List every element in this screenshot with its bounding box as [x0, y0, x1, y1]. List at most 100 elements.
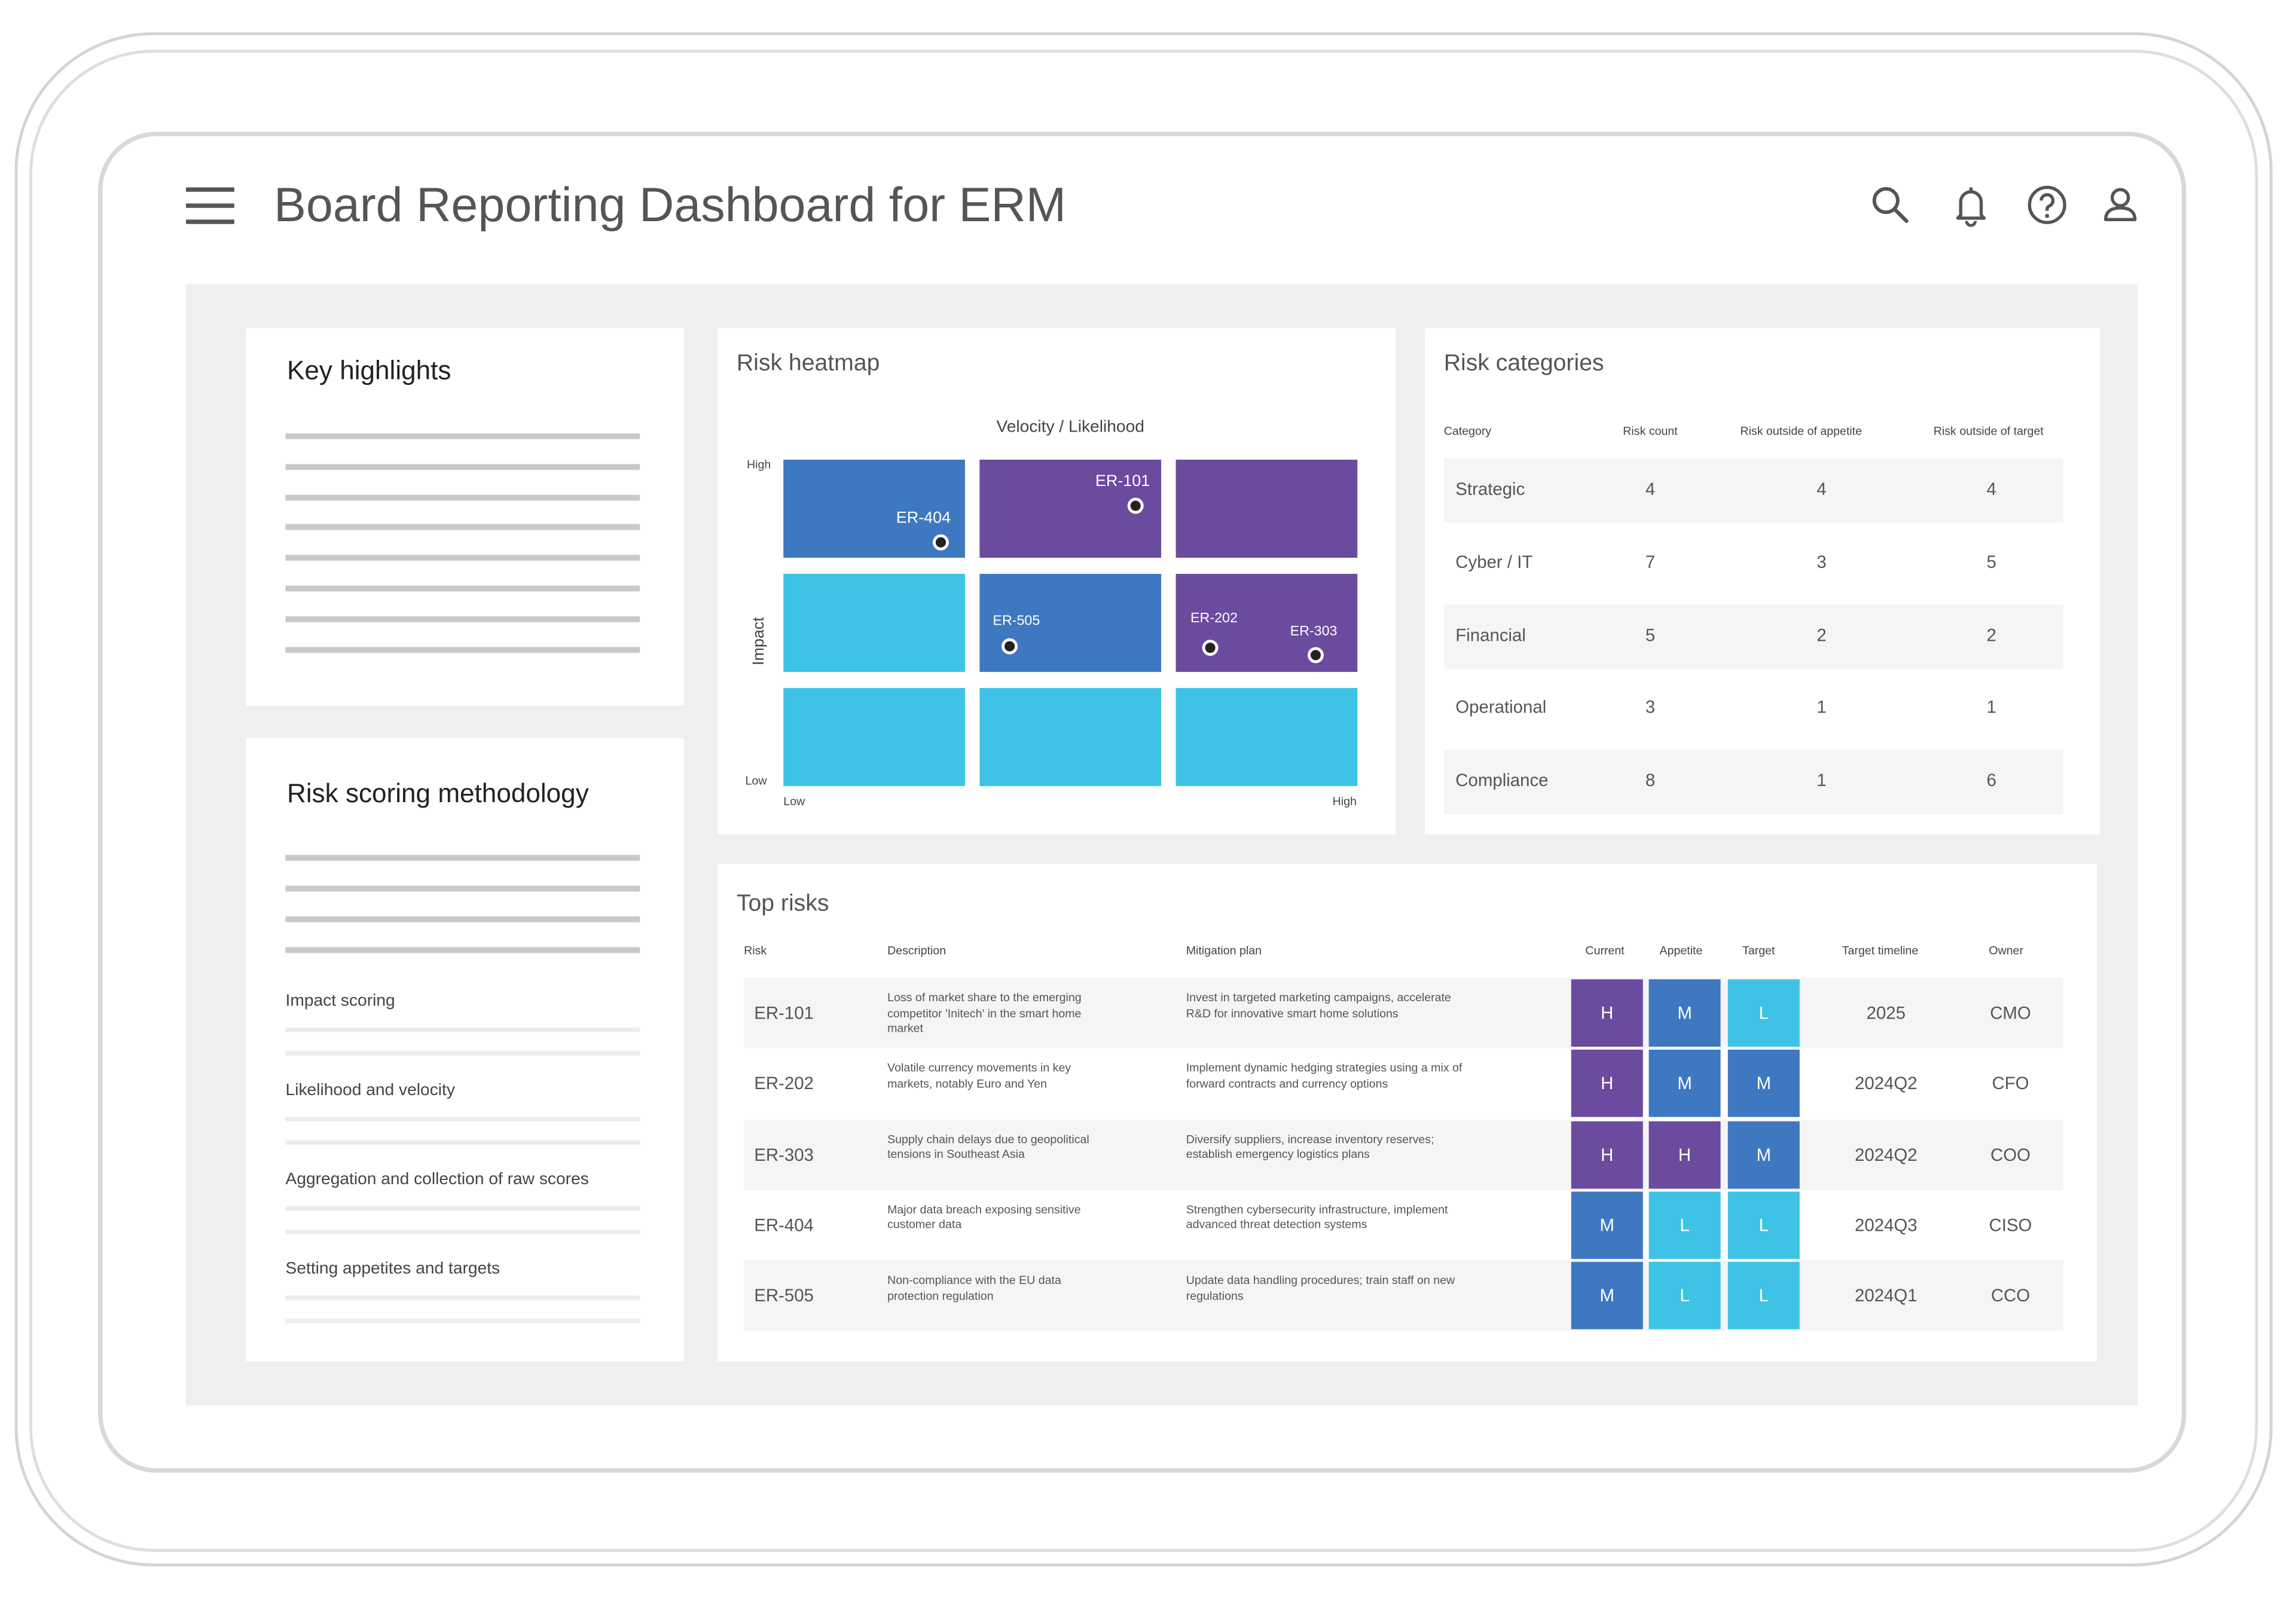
heatmap-cell[interactable]	[1176, 574, 1358, 672]
top-risks-header: Mitigation plan	[1186, 944, 1262, 958]
category-value: 7	[1645, 551, 1656, 573]
risk-id[interactable]: ER-101	[754, 1002, 814, 1023]
placeholder-line	[285, 885, 640, 892]
placeholder-line	[285, 1117, 640, 1121]
category-name: Strategic	[1455, 478, 1525, 500]
top-risk-row	[744, 1261, 2063, 1331]
heatmap-cell[interactable]	[783, 574, 965, 672]
top-risks-header: Target	[1742, 944, 1775, 958]
placeholder-line	[285, 1140, 640, 1145]
risk-categories-title: Risk categories	[1443, 351, 1604, 377]
user-icon[interactable]	[2098, 183, 2142, 227]
risk-description: Major data breach exposing sensitive cus…	[887, 1203, 1081, 1232]
top-risks-header: Owner	[1989, 944, 2023, 958]
category-value: 3	[1816, 551, 1827, 573]
placeholder-line	[285, 1295, 640, 1300]
risk-owner: CCO	[1990, 1285, 2031, 1306]
key-highlights-card	[246, 328, 684, 706]
category-row	[1443, 604, 2063, 669]
top-risks-header: Risk	[744, 944, 767, 958]
heatmap-x-title: Velocity / Likelihood	[996, 418, 1144, 436]
heatmap-cell[interactable]	[1176, 459, 1358, 558]
category-header: Category	[1443, 424, 1492, 438]
menu-icon[interactable]	[186, 187, 234, 236]
risk-mitigation: Strengthen cybersecurity infrastructure,…	[1186, 1203, 1448, 1232]
placeholder-line	[285, 555, 640, 561]
category-value: 5	[1986, 551, 1996, 573]
rating-target: M	[1727, 1050, 1800, 1118]
rating-target: L	[1727, 1262, 1800, 1330]
placeholder-line	[285, 1051, 640, 1056]
key-highlights-title: Key highlights	[287, 356, 451, 386]
heatmap-cell[interactable]	[783, 688, 965, 787]
risk-timeline: 2025	[1866, 1002, 1906, 1023]
top-risks-header: Description	[887, 944, 947, 958]
placeholder-line	[285, 1206, 640, 1211]
risk-mitigation: Update data handling procedures; train s…	[1186, 1274, 1455, 1303]
rating-target: L	[1727, 979, 1800, 1047]
placeholder-line	[285, 916, 640, 922]
category-value: 4	[1645, 478, 1656, 500]
category-value: 1	[1986, 697, 1996, 718]
risk-description: Loss of market share to the emerging com…	[887, 990, 1082, 1035]
category-value: 3	[1645, 697, 1656, 718]
risk-mitigation: Diversify suppliers, increase inventory …	[1186, 1132, 1434, 1161]
top-risks-header: Appetite	[1659, 944, 1703, 958]
placeholder-line	[285, 524, 640, 530]
heatmap-cell[interactable]	[979, 688, 1162, 787]
category-value: 2	[1986, 624, 1996, 646]
help-icon[interactable]	[2025, 183, 2069, 227]
top-risks-title: Top risks	[736, 891, 829, 917]
risk-timeline: 2024Q3	[1855, 1215, 1918, 1236]
category-value: 4	[1986, 478, 1996, 500]
risk-owner: CISO	[1989, 1215, 2032, 1236]
category-value: 6	[1986, 770, 1996, 791]
heatmap-x-low: Low	[783, 794, 805, 808]
heatmap-x-high: High	[1332, 794, 1357, 808]
category-name: Financial	[1455, 624, 1526, 646]
page-title: Board Reporting Dashboard for ERM	[273, 177, 1067, 231]
placeholder-line	[285, 1230, 640, 1234]
heatmap-cell[interactable]	[1176, 688, 1358, 787]
top-risk-row	[744, 1119, 2063, 1190]
placeholder-line	[285, 1319, 640, 1323]
placeholder-line	[285, 585, 640, 592]
risk-id[interactable]: ER-404	[754, 1215, 814, 1236]
risk-owner: CMO	[1990, 1002, 2031, 1023]
top-risks-header: Current	[1585, 944, 1625, 958]
methodology-card	[246, 738, 684, 1362]
methodology-title: Risk scoring methodology	[287, 778, 589, 808]
search-icon[interactable]	[1868, 183, 1912, 227]
rating-appetite: M	[1648, 1050, 1721, 1118]
placeholder-line	[285, 464, 640, 470]
bell-icon[interactable]	[1949, 183, 1993, 227]
heatmap-marker-dot[interactable]	[932, 533, 948, 550]
methodology-section[interactable]: Impact scoring	[285, 992, 395, 1010]
heatmap-marker-dot[interactable]	[1306, 646, 1323, 663]
category-row	[1443, 458, 2063, 523]
risk-id[interactable]: ER-303	[754, 1144, 814, 1165]
risk-id[interactable]: ER-505	[754, 1285, 814, 1306]
rating-appetite: L	[1648, 1262, 1721, 1330]
heatmap-marker-label: ER-303	[1290, 623, 1338, 640]
heatmap-marker-dot[interactable]	[1201, 638, 1218, 655]
risk-timeline: 2024Q2	[1855, 1144, 1918, 1165]
risk-id[interactable]: ER-202	[754, 1073, 814, 1094]
heatmap-cell[interactable]	[979, 574, 1162, 672]
category-value: 1	[1816, 697, 1827, 718]
heatmap-marker-dot[interactable]	[1126, 497, 1143, 513]
placeholder-line	[285, 494, 640, 501]
methodology-section[interactable]: Likelihood and velocity	[285, 1081, 455, 1100]
heatmap-marker-dot[interactable]	[1000, 637, 1017, 654]
risk-mitigation: Invest in targeted marketing campaigns, …	[1186, 990, 1451, 1020]
heatmap-marker-label: ER-101	[1095, 473, 1150, 491]
device-frame-inner	[29, 50, 2258, 1552]
rating-current: M	[1571, 1262, 1643, 1330]
methodology-section[interactable]: Setting appetites and targets	[285, 1260, 500, 1278]
risk-timeline: 2024Q1	[1855, 1285, 1918, 1306]
category-name: Cyber / IT	[1455, 551, 1533, 573]
heatmap-marker-label: ER-404	[896, 509, 951, 527]
rating-appetite: M	[1648, 979, 1721, 1047]
methodology-section[interactable]: Aggregation and collection of raw scores	[285, 1171, 589, 1189]
heatmap-y-low: Low	[745, 774, 767, 788]
